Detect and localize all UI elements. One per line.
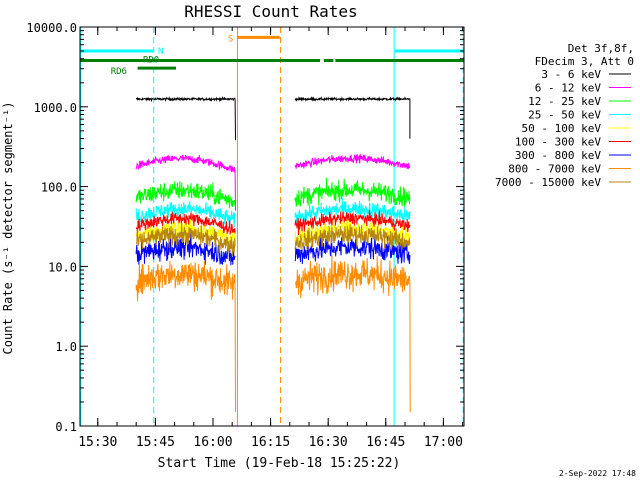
- series-line: [135, 222, 236, 257]
- legend-label: 100 - 300 keV: [515, 136, 601, 149]
- chart-title: RHESSI Count Rates: [184, 2, 357, 21]
- legend-header: FDecim 3, Att 0: [535, 55, 634, 68]
- y-tick-label: 100.0: [41, 181, 77, 195]
- series-line: [294, 224, 411, 250]
- legend-label: 6 - 12 keV: [535, 82, 602, 95]
- legend-label: 12 - 25 keV: [528, 95, 601, 108]
- series-line: [135, 154, 236, 211]
- series-line: [294, 177, 411, 208]
- series-line: [294, 235, 411, 265]
- series-line: [135, 260, 236, 412]
- y-axis-label: Count Rate (s⁻¹ detector segment⁻¹): [1, 102, 15, 355]
- series-line: [294, 255, 411, 412]
- legend-label: 3 - 6 keV: [541, 68, 601, 81]
- y-tick-label: 0.1: [55, 420, 77, 434]
- x-tick-label: 16:00: [193, 435, 232, 450]
- axes: 0.1 1.0 10.0 100.0 1000.0 10000.0 15:30 15:45 16…: [26, 21, 465, 450]
- series-line: [294, 197, 411, 226]
- axes-frame: [79, 26, 465, 427]
- series-line: [135, 201, 236, 228]
- legend-label: 800 - 7000 keV: [508, 163, 601, 176]
- y-tick-label: 1.0: [55, 340, 77, 354]
- plot-area: N S RD0 RD6: [80, 27, 464, 426]
- series-line: [294, 209, 411, 236]
- flag-label: S: [228, 34, 233, 44]
- series-line: [135, 211, 236, 235]
- y-tick-label: 1000.0: [34, 101, 77, 115]
- x-tick-label: 17:00: [424, 435, 463, 450]
- flag-label: N: [158, 47, 163, 57]
- legend-label: 300 - 800 keV: [515, 149, 601, 162]
- series-line: [294, 95, 411, 139]
- x-tick-label: 15:45: [136, 435, 175, 450]
- y-tick-label: 10000.0: [26, 21, 77, 35]
- x-tick-label: 15:30: [78, 435, 117, 450]
- x-axis-label: Start Time (19-Feb-18 15:25:22): [158, 456, 401, 471]
- legend-label: 7000 - 15000 keV: [495, 176, 601, 189]
- x-tick-label: 16:15: [251, 435, 290, 450]
- legend-header: Det 3f,8f,: [568, 42, 634, 55]
- legend-label: 50 - 100 keV: [522, 122, 602, 135]
- x-tick-label: 16:45: [366, 435, 405, 450]
- y-tick-label: 10.0: [48, 260, 77, 274]
- legend-label: 25 - 50 keV: [528, 109, 601, 122]
- series-line: [135, 181, 236, 209]
- flag-label: RD0: [143, 56, 159, 66]
- series-line: [294, 153, 411, 170]
- flag-label: RD6: [111, 67, 127, 77]
- series-line: [135, 95, 236, 141]
- footer-date: 2-Sep-2022 17:48: [559, 469, 636, 478]
- x-tick-label: 16:30: [309, 435, 348, 450]
